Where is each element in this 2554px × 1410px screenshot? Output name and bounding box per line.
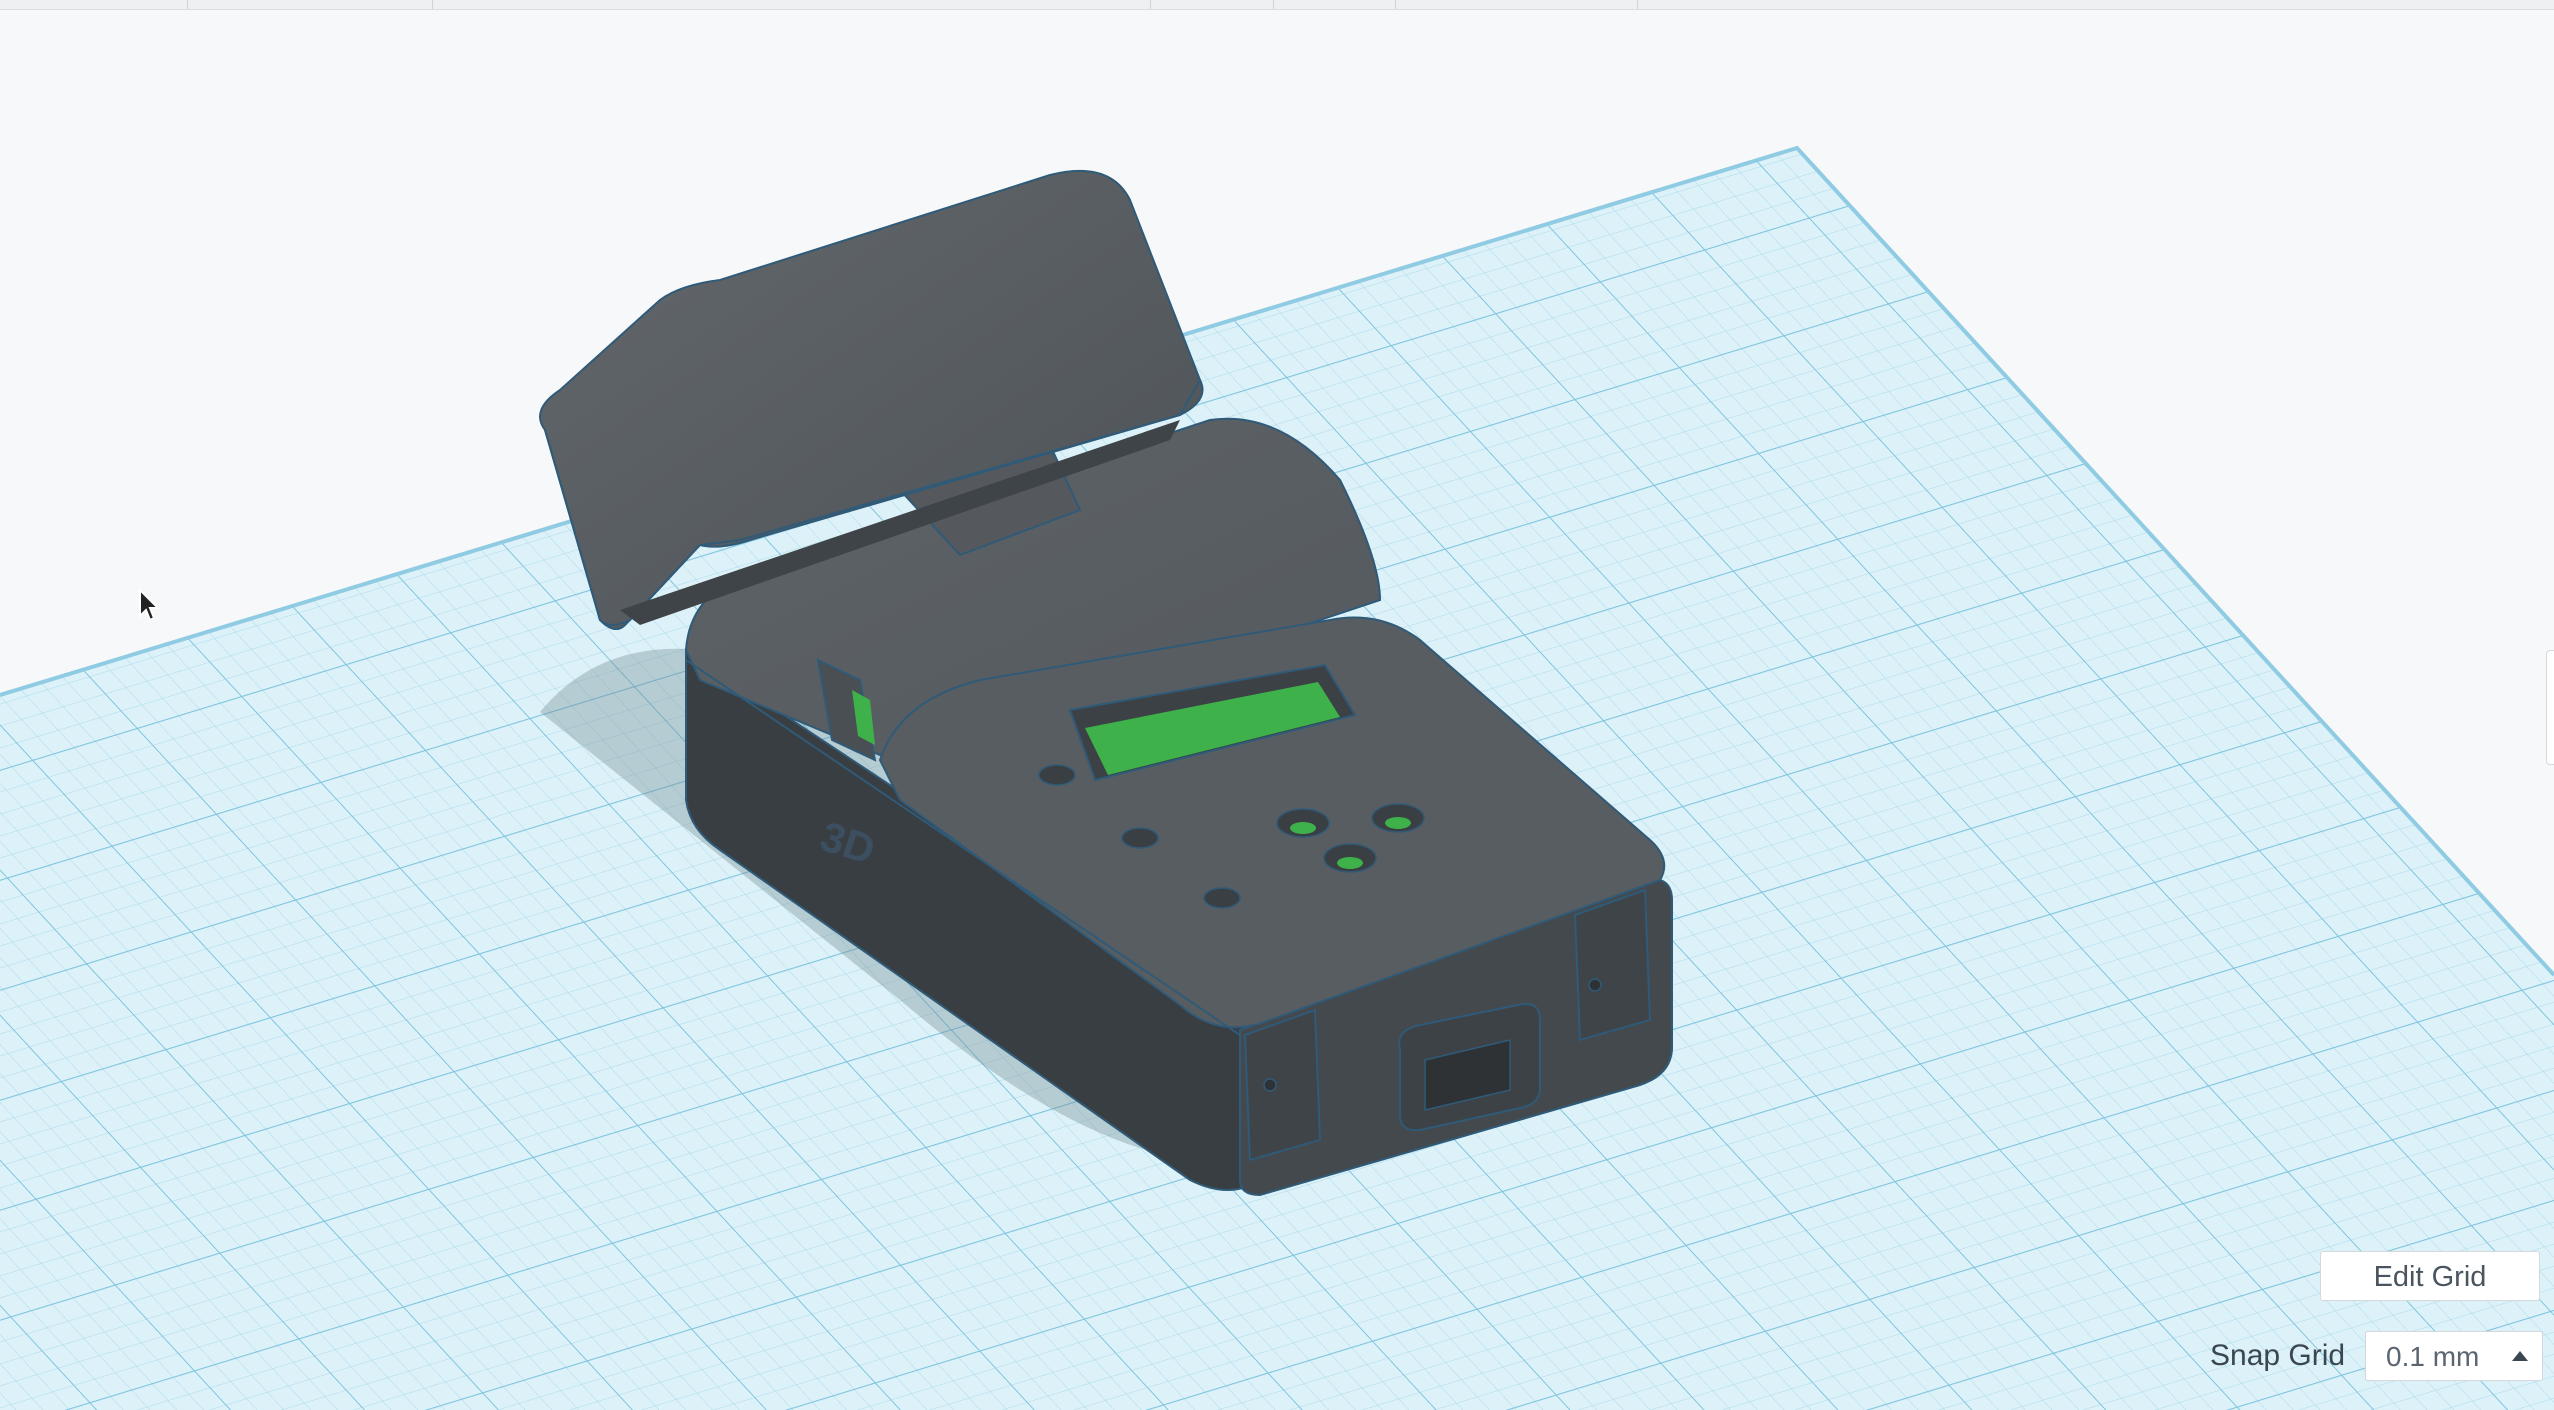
- snap-grid-value: 0.1 mm: [2386, 1332, 2479, 1382]
- mouse-pointer-icon: [138, 588, 162, 624]
- caret-up-icon: [2512, 1351, 2528, 1361]
- mount-tab: [1575, 890, 1650, 1040]
- mount-tab: [1245, 1010, 1320, 1160]
- snap-grid-label: Snap Grid: [2210, 1334, 2345, 1378]
- edit-grid-button[interactable]: Edit Grid: [2320, 1251, 2540, 1301]
- button-hole: [1204, 888, 1240, 908]
- button-hole: [1122, 828, 1158, 848]
- snap-grid-dropdown[interactable]: 0.1 mm: [2365, 1331, 2543, 1381]
- button-hole: [1039, 765, 1075, 785]
- view-panel-handle[interactable]: [2546, 650, 2554, 765]
